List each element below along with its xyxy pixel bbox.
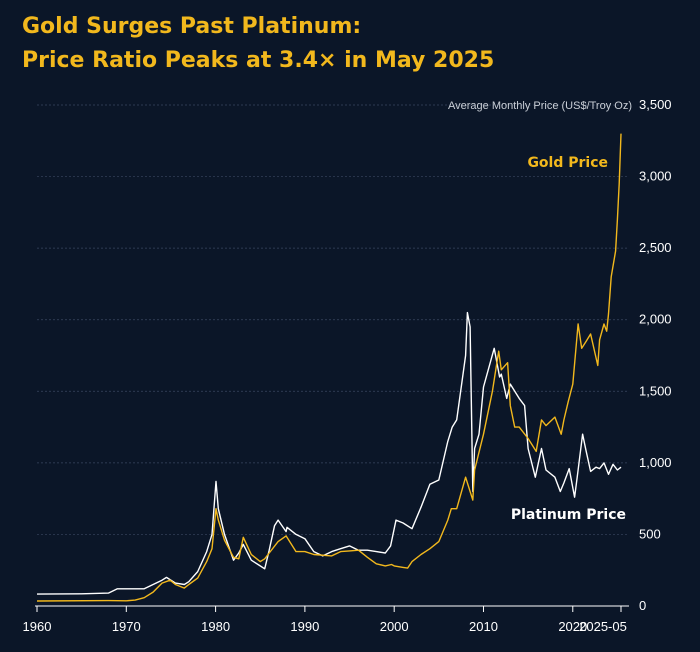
- grid-lines: [37, 104, 629, 535]
- y-tick-label: 0: [639, 598, 646, 613]
- x-tick-label: 1970: [112, 619, 141, 634]
- x-tick-label: 1960: [23, 619, 52, 634]
- y-tick-label: 2,000: [639, 312, 672, 327]
- x-tick-label: 2025-05: [579, 619, 627, 634]
- y-tick-label: 3,500: [639, 97, 672, 112]
- y-tick-label: 3,000: [639, 169, 672, 184]
- y-tick-label: 500: [639, 526, 661, 541]
- platinum-price-label: Platinum Price: [511, 507, 626, 523]
- x-tick-label: 1990: [290, 619, 319, 634]
- series-line-platinum-price: [36, 311, 622, 595]
- x-tick-label: 2000: [380, 619, 409, 634]
- x-tick-label: 2020: [558, 619, 587, 634]
- x-tick-label: 2010: [469, 619, 498, 634]
- axes: [35, 605, 629, 612]
- y-tick-label: 1,000: [639, 455, 672, 470]
- chart-title-line-2: Price Ratio Peaks at 3.4× in May 2025: [22, 48, 495, 73]
- chart-labels: 0 500 1,000 1,500 2,000 2,500 3,000 3,500 1960 19…: [23, 97, 672, 634]
- chart-title: Gold Surges Past Platinum: Price Ratio P…: [22, 10, 682, 78]
- chart-title-line-1: Gold Surges Past Platinum:: [22, 14, 362, 39]
- y-tick-label: 2,500: [639, 240, 672, 255]
- y-tick-label: 1,500: [639, 383, 672, 398]
- x-tick-label: 1980: [201, 619, 230, 634]
- series-line-gold-price: [36, 133, 622, 602]
- gold-price-label: Gold Price: [527, 155, 608, 171]
- data-series: [36, 133, 622, 602]
- y-axis-label: Average Monthly Price (US$/Troy Oz): [448, 100, 632, 112]
